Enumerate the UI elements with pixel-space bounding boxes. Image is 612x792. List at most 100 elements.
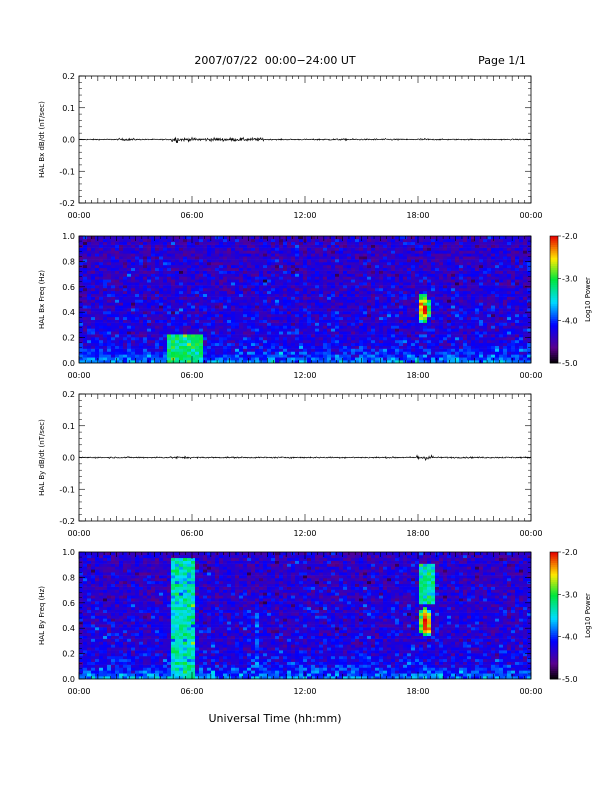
spectrogram-cell: [223, 313, 228, 318]
spectrogram-cell: [199, 256, 204, 260]
spectrogram-cell: [471, 293, 476, 297]
spectrogram-cell: [331, 287, 336, 292]
spectrogram-cell: [231, 264, 236, 269]
spectrogram-cell: [227, 337, 232, 341]
spectrogram-cell: [291, 360, 296, 364]
spectrogram-cell: [395, 345, 400, 349]
spectrogram-cell: [215, 238, 220, 243]
spectrogram-cell: [471, 337, 476, 341]
spectrogram-cell: [207, 345, 212, 349]
spectrogram-cell: [267, 279, 272, 283]
spectrogram-cell: [315, 328, 320, 332]
spectrogram-cell: [359, 256, 364, 260]
spectrogram-cell: [255, 360, 260, 364]
spectrogram-cell: [479, 238, 484, 243]
spectrogram-cell: [223, 302, 228, 306]
spectrogram-cell: [183, 311, 188, 315]
spectrogram-cell: [311, 322, 316, 326]
spectrogram-cell: [315, 282, 320, 286]
spectrogram-cell: [367, 279, 372, 283]
spectrogram-cell: [395, 319, 400, 323]
spectrogram-cell: [155, 285, 160, 289]
spectrogram-cell: [383, 282, 388, 286]
spectrogram-cell: [179, 279, 184, 283]
spectrogram-cell: [231, 308, 236, 312]
spectrogram-cell: [271, 331, 276, 335]
spectrogram-cell: [491, 345, 496, 349]
spectrogram-cell: [419, 273, 424, 277]
spectrogram-cell: [291, 247, 296, 251]
spectrogram-cell: [187, 325, 192, 329]
x-tick-label: 00:00: [519, 211, 542, 220]
spectrogram-cell: [491, 244, 496, 248]
spectrogram-cell: [123, 270, 128, 274]
spectrogram-cell: [367, 305, 372, 309]
spectrogram-cell: [343, 238, 348, 243]
spectrogram-cell: [115, 273, 120, 277]
spectrogram-cell: [183, 322, 188, 326]
spectrogram-cell: [95, 250, 100, 254]
spectrogram-cell: [367, 328, 372, 332]
spectrogram-cell: [283, 287, 288, 292]
spectrogram-cell: [131, 293, 136, 297]
spectrogram-cell: [387, 238, 392, 243]
spectrogram-cell: [291, 313, 296, 318]
spectrogram-cell: [235, 285, 240, 289]
spectrogram-cell: [159, 313, 164, 318]
spectrogram-cell: [347, 270, 352, 274]
spectrogram-cell: [135, 285, 140, 289]
spectrogram-cell: [95, 273, 100, 277]
spectrogram-cell: [467, 345, 472, 349]
spectrogram-cell: [251, 244, 256, 248]
spectrogram-cell: [115, 337, 120, 341]
spectrogram-cell: [495, 331, 500, 335]
spectrogram-cell: [315, 313, 320, 318]
spectrogram-cell: [227, 287, 232, 292]
spectrogram-cell: [271, 270, 276, 274]
spectrogram-cell: [347, 331, 352, 335]
spectrogram-cell: [351, 287, 356, 292]
spectrogram-cell: [487, 305, 492, 309]
spectrogram-cell: [215, 319, 220, 323]
spectrogram-cell: [487, 302, 492, 306]
spectrogram-cell: [123, 302, 128, 306]
spectrogram-cell: [347, 305, 352, 309]
spectrogram-cell: [275, 253, 280, 257]
spectrogram-cell: [247, 345, 252, 349]
spectrogram-cell: [435, 250, 440, 254]
spectrogram-cell: [223, 322, 228, 326]
spectrogram-cell: [271, 279, 276, 283]
spectrogram-cell: [159, 264, 164, 269]
spectrogram-cell: [135, 311, 140, 315]
spectrogram-cell: [195, 241, 200, 245]
spectrogram-cell: [407, 348, 412, 352]
spectrogram-cell: [119, 328, 124, 332]
spectrogram-cell: [363, 325, 368, 329]
spectrogram-cell: [303, 256, 308, 260]
spectrogram-cell: [283, 325, 288, 329]
spectrogram-cell: [303, 345, 308, 349]
spectrogram-cell: [351, 348, 356, 352]
spectrogram-cell: [127, 241, 132, 245]
spectrogram-cell: [335, 319, 340, 323]
spectrogram-cell: [367, 296, 372, 300]
spectrogram-cell: [379, 285, 384, 289]
spectrogram-cell: [463, 259, 468, 263]
spectrogram-cell: [283, 342, 288, 346]
spectrogram-cell: [287, 293, 292, 297]
spectrogram-cell: [147, 253, 152, 257]
spectrogram-cell: [287, 337, 292, 341]
spectrogram-cell: [183, 273, 188, 277]
spectrogram-cell: [243, 264, 248, 269]
spectrogram-cell: [191, 313, 196, 318]
spectrogram-cell: [295, 351, 300, 355]
spectrogram-cell: [435, 328, 440, 332]
spectrogram-cell: [391, 256, 396, 260]
spectrogram-cell: [207, 273, 212, 277]
spectrogram-cell: [159, 259, 164, 263]
spectrogram-cell: [339, 267, 344, 271]
spectrogram-cell: [143, 270, 148, 274]
spectrogram-cell: [239, 238, 244, 243]
spectrogram-cell: [323, 256, 328, 260]
spectrogram-cell: [403, 331, 408, 335]
